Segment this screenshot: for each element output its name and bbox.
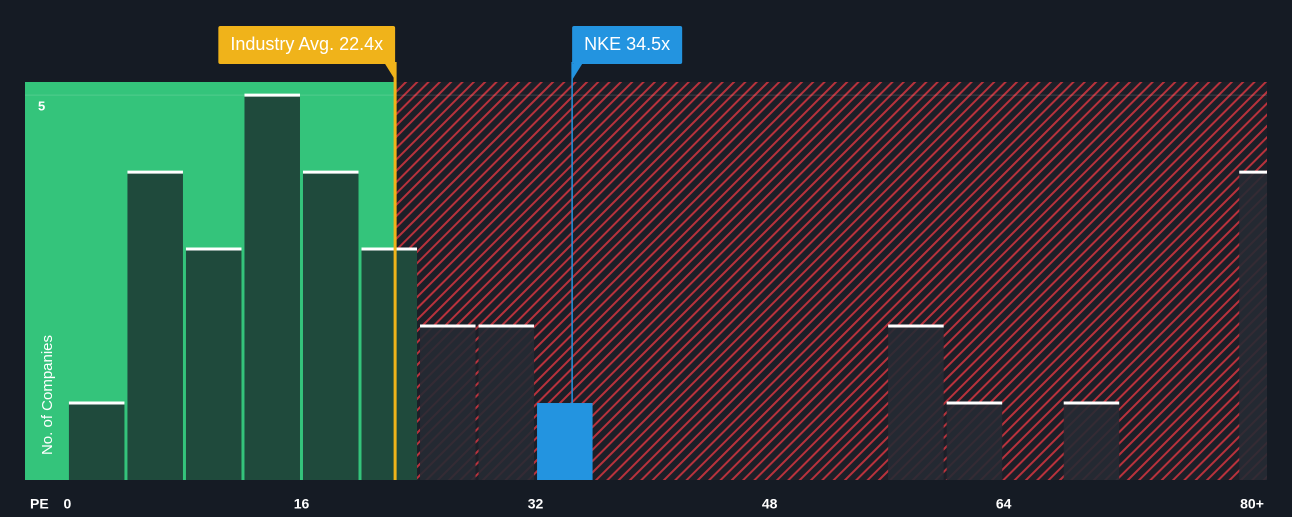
- x-tick-label: 32: [528, 496, 544, 512]
- bar: [478, 326, 535, 480]
- bar: [361, 249, 418, 480]
- bar: [244, 95, 300, 481]
- bar: [946, 403, 1003, 480]
- x-axis-label: PE: [30, 496, 49, 512]
- x-tick-label: 80+: [1240, 496, 1264, 512]
- annotation-label: Industry Avg. 22.4x: [230, 34, 383, 54]
- annotation-box: [218, 26, 396, 64]
- x-tick-label: 48: [762, 496, 778, 512]
- y-axis-label: No. of Companies: [39, 335, 56, 455]
- bar: [1063, 403, 1120, 480]
- annotation-pointer: [385, 64, 396, 80]
- annotation-label: NKE 34.5x: [584, 34, 670, 54]
- bar: [302, 172, 359, 480]
- bar: [420, 326, 476, 480]
- annotation-pointer: [572, 64, 583, 80]
- annotation-box: [572, 26, 683, 64]
- bar: [888, 326, 944, 480]
- bar: [1239, 172, 1267, 480]
- x-tick-label: 16: [294, 496, 310, 512]
- bar: [537, 403, 593, 480]
- bar: [185, 249, 242, 480]
- x-tick-label: 0: [64, 496, 72, 512]
- bar: [68, 403, 125, 480]
- bar: [127, 172, 183, 480]
- y-tick-label: 5: [38, 99, 45, 114]
- x-tick-label: 64: [996, 496, 1012, 512]
